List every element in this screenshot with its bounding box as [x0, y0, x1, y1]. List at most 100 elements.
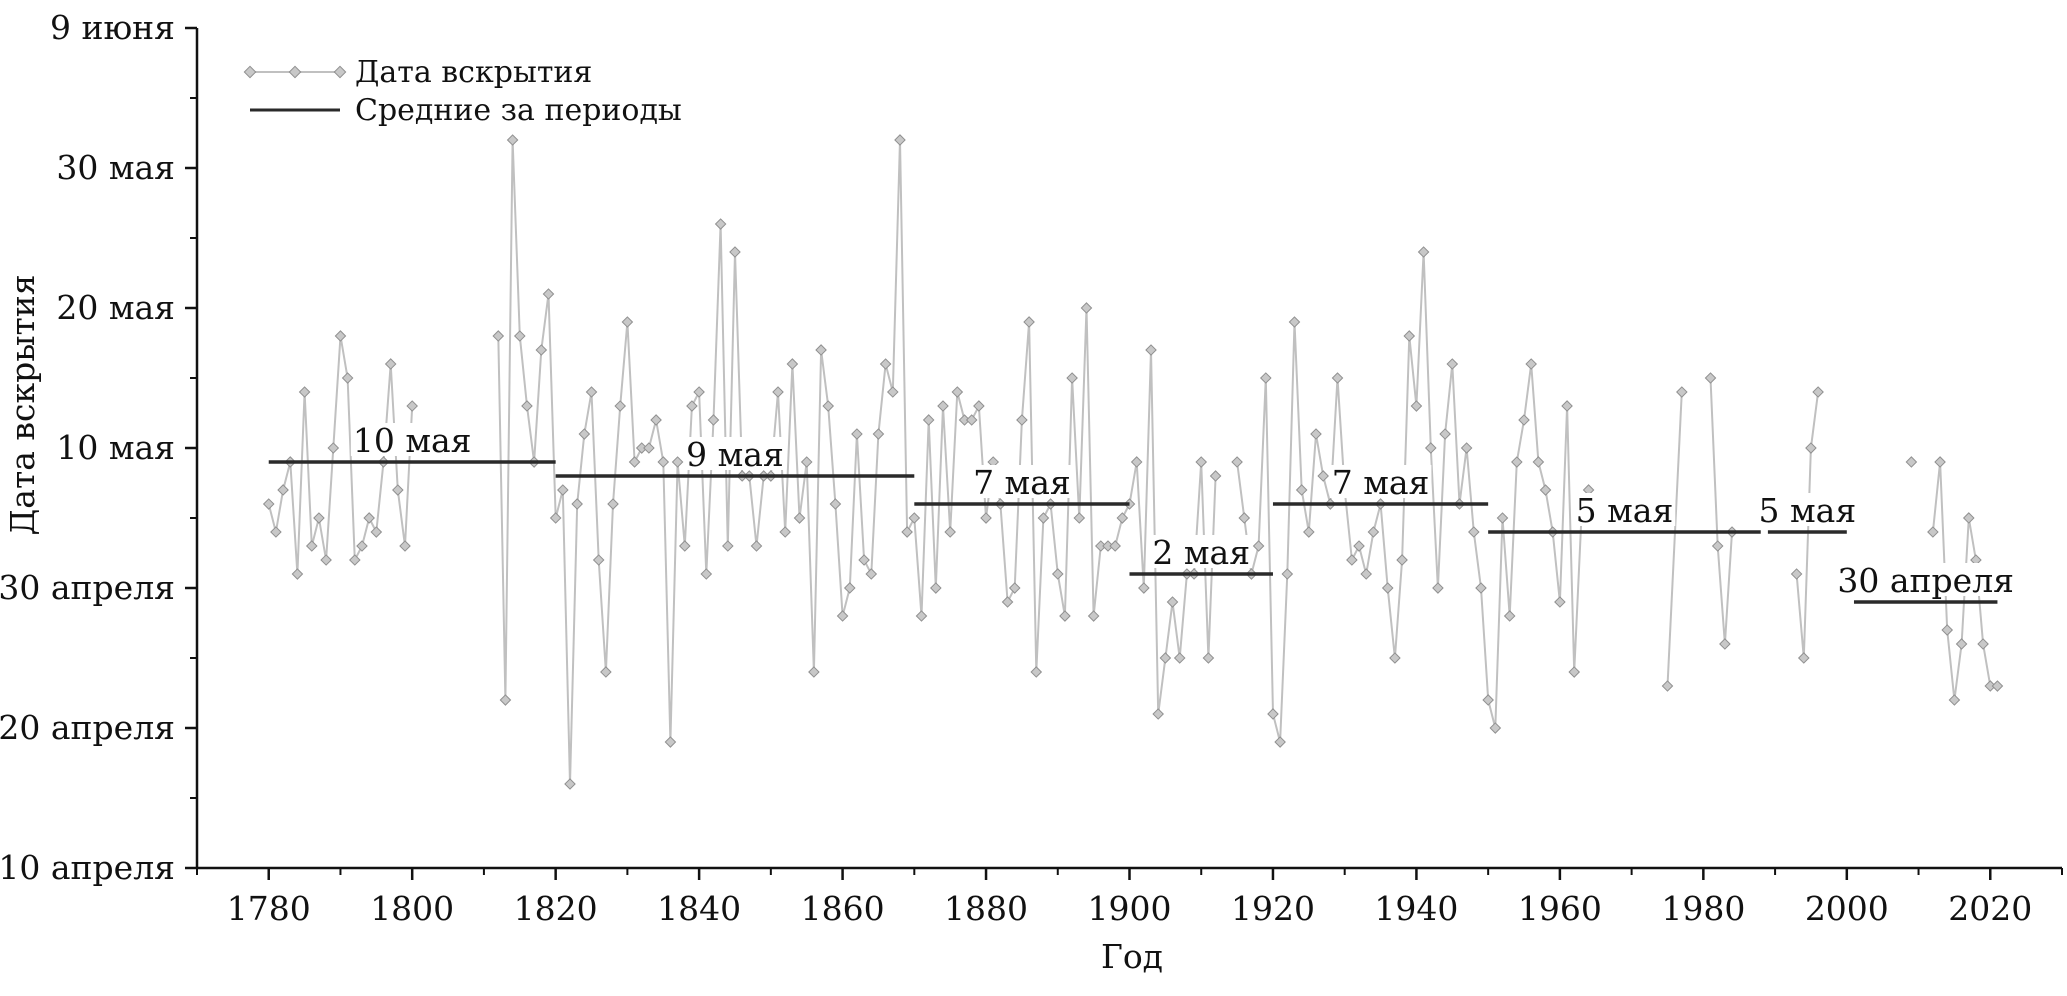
data-point	[1403, 330, 1416, 342]
x-tick-label: 1960	[1518, 889, 1602, 928]
data-point	[1719, 638, 1731, 650]
data-point	[506, 134, 519, 146]
data-point	[700, 568, 713, 580]
period-mean-label-bg	[1150, 535, 1253, 568]
data-point	[1073, 512, 1086, 524]
data-point	[1102, 540, 1114, 552]
x-axis-title: Год	[1101, 937, 1163, 976]
data-point	[808, 666, 820, 678]
period-mean-label: 7 мая	[973, 463, 1071, 502]
x-tick-label: 1880	[944, 889, 1028, 928]
data-point	[714, 218, 727, 230]
data-point	[1281, 568, 1294, 580]
data-point	[843, 582, 856, 594]
data-point	[894, 134, 906, 146]
data-point	[901, 526, 913, 538]
data-point	[305, 540, 318, 552]
y-tick-label: 30 мая	[56, 148, 175, 187]
data-point	[915, 610, 928, 622]
series-line	[1236, 251, 1590, 743]
data-point	[908, 512, 921, 524]
period-mean-label-bg	[350, 423, 474, 456]
period-mean-label: 30 апреля	[1837, 561, 2014, 600]
data-point	[341, 372, 354, 384]
data-point	[291, 568, 304, 580]
y-tick-label: 20 апреля	[0, 708, 175, 747]
axes	[195, 28, 2062, 870]
period-mean-label: 5 мая	[1759, 491, 1857, 530]
data-point	[1353, 540, 1365, 552]
data-point	[399, 540, 411, 552]
data-point	[1274, 736, 1286, 748]
data-point	[1941, 624, 1954, 636]
data-point	[836, 610, 849, 622]
data-point	[1934, 456, 1946, 468]
data-point	[535, 344, 548, 356]
period-mean-label: 10 мая	[353, 421, 472, 460]
data-point	[1381, 582, 1394, 594]
data-point	[1676, 386, 1688, 398]
x-tick-label: 2000	[1805, 889, 1889, 928]
y-tick-label: 30 апреля	[0, 568, 175, 607]
series-line	[1666, 391, 1683, 687]
legend-label-mean: Средние за периоды	[355, 93, 682, 128]
data-point	[1138, 582, 1150, 594]
data-point	[277, 484, 289, 496]
data-point	[1948, 694, 1961, 706]
data-point	[1195, 456, 1208, 468]
data-point	[384, 358, 397, 370]
data-point	[1482, 694, 1494, 706]
data-point	[578, 428, 591, 440]
data-point	[557, 484, 569, 496]
period-mean-label: 9 мая	[686, 435, 784, 474]
legend-series-marker	[288, 65, 302, 79]
data-point	[1166, 596, 1179, 608]
data-point	[1231, 456, 1243, 468]
data-point	[607, 498, 619, 510]
data-point	[635, 442, 648, 454]
data-point	[1970, 554, 1982, 566]
data-point	[1095, 540, 1107, 552]
data-point	[262, 498, 275, 510]
data-point	[858, 554, 870, 566]
x-tick-label: 1980	[1661, 889, 1745, 928]
data-point	[614, 400, 627, 412]
data-point	[363, 512, 375, 524]
data-point	[1812, 386, 1824, 398]
y-tick-label: 20 мая	[56, 288, 175, 327]
series-line	[1795, 391, 1820, 659]
data-point	[1977, 638, 1989, 650]
data-point	[1001, 596, 1014, 608]
data-point	[1252, 540, 1265, 552]
period-mean-label-bg	[1756, 493, 1859, 526]
x-tick-label: 1780	[227, 889, 311, 928]
data-point	[987, 456, 1000, 468]
data-point	[750, 540, 763, 552]
data-point	[1145, 344, 1157, 356]
data-point	[1152, 708, 1164, 720]
data-point	[1797, 652, 1810, 664]
series-layer	[267, 139, 1998, 785]
data-point	[406, 400, 418, 412]
data-point	[1317, 470, 1329, 482]
x-tick-label: 1860	[801, 889, 885, 928]
ticks: 10 апреля 20 апреля 30 апреля 10 мая 20 мая 3…	[0, 8, 2063, 928]
x-tick-label: 1820	[514, 889, 598, 928]
data-point	[822, 400, 835, 412]
data-point	[1396, 554, 1408, 566]
data-point	[327, 442, 340, 454]
data-point	[628, 456, 641, 468]
y-tick-label: 10 мая	[56, 428, 175, 467]
data-point	[1367, 526, 1380, 538]
data-point	[1790, 568, 1803, 580]
data-point	[779, 526, 791, 538]
data-point	[1030, 666, 1043, 678]
data-point	[980, 512, 992, 524]
data-point	[392, 484, 404, 496]
data-point	[1288, 316, 1301, 328]
data-point	[1711, 540, 1724, 552]
data-point	[1496, 512, 1509, 524]
data-point	[1066, 372, 1078, 384]
data-point	[1051, 568, 1064, 580]
